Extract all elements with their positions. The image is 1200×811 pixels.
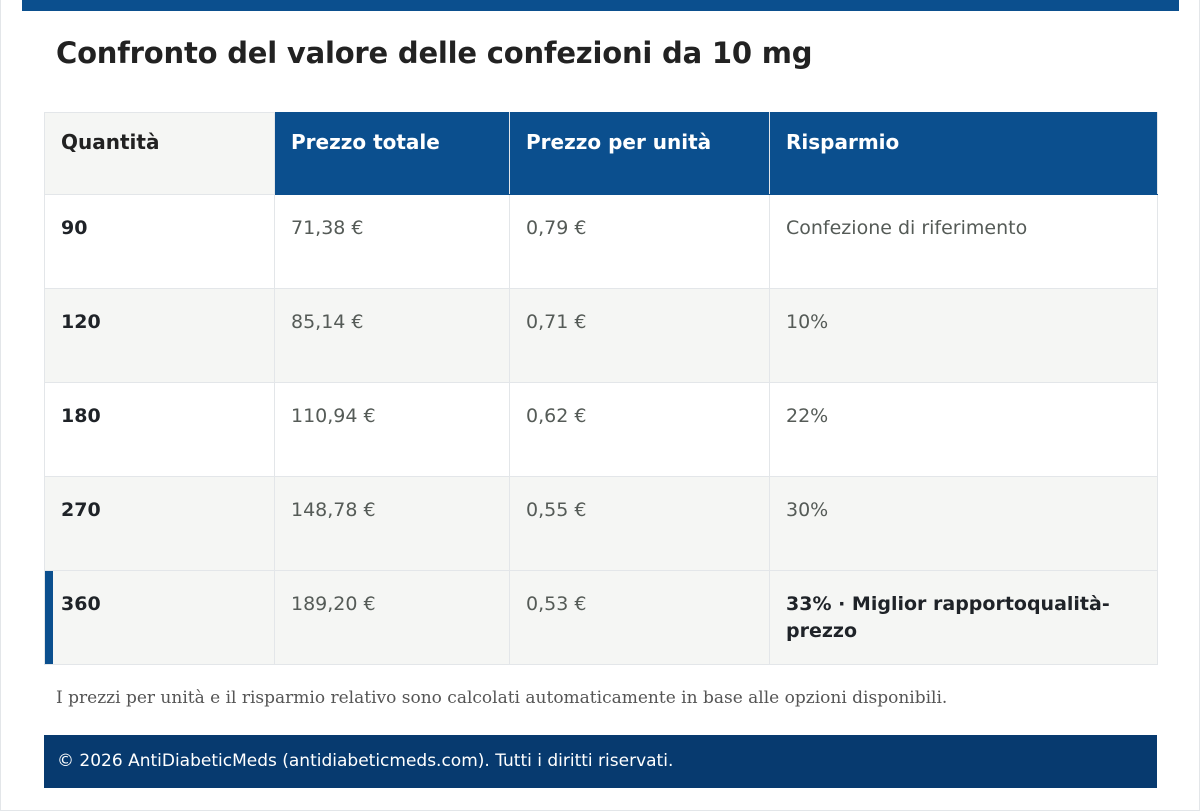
savings-cell: Confezione di riferimento: [769, 194, 1158, 289]
table-row: 270 148,78 € 0,55 € 30%: [44, 476, 1158, 571]
copyright-footer: © 2026 AntiDiabeticMeds (antidiabeticmed…: [44, 735, 1157, 788]
header-quantity: Quantità: [44, 112, 275, 195]
table-row: 180 110,94 € 0,62 € 22%: [44, 382, 1158, 477]
savings-cell: 10%: [769, 288, 1158, 383]
unit-price-cell: 0,62 €: [509, 382, 770, 477]
savings-cell: 22%: [769, 382, 1158, 477]
header-savings: Risparmio: [769, 112, 1158, 195]
total-price-cell: 71,38 €: [274, 194, 510, 289]
table-row: 90 71,38 € 0,79 € Confezione di riferime…: [44, 194, 1158, 289]
unit-price-cell: 0,55 €: [509, 476, 770, 571]
best-value-savings-cell: 33% · Miglior rapportoqualità-prezzo: [769, 570, 1158, 665]
calculation-note: I prezzi per unità e il risparmio relati…: [56, 688, 948, 708]
top-accent-bar: [22, 0, 1179, 11]
total-price-cell: 148,78 €: [274, 476, 510, 571]
quantity-cell: 180: [44, 382, 275, 477]
total-price-cell: 189,20 €: [274, 570, 510, 665]
quantity-cell: 270: [44, 476, 275, 571]
total-price-cell: 85,14 €: [274, 288, 510, 383]
unit-price-cell: 0,71 €: [509, 288, 770, 383]
total-price-cell: 110,94 €: [274, 382, 510, 477]
savings-cell: 30%: [769, 476, 1158, 571]
header-unit-price: Prezzo per unità: [509, 112, 770, 195]
table-header-row: Quantità Prezzo totale Prezzo per unità …: [44, 112, 1158, 195]
quantity-cell: 90: [44, 194, 275, 289]
unit-price-cell: 0,79 €: [509, 194, 770, 289]
page-title: Confronto del valore delle confezioni da…: [56, 36, 813, 70]
quantity-cell: 360: [44, 570, 275, 665]
table-row: 120 85,14 € 0,71 € 10%: [44, 288, 1158, 383]
best-value-row: 360 189,20 € 0,53 € 33% · Miglior rappor…: [44, 570, 1158, 665]
pricing-table: Quantità Prezzo totale Prezzo per unità …: [44, 112, 1158, 665]
header-total-price: Prezzo totale: [274, 112, 510, 195]
quantity-cell: 120: [44, 288, 275, 383]
unit-price-cell: 0,53 €: [509, 570, 770, 665]
